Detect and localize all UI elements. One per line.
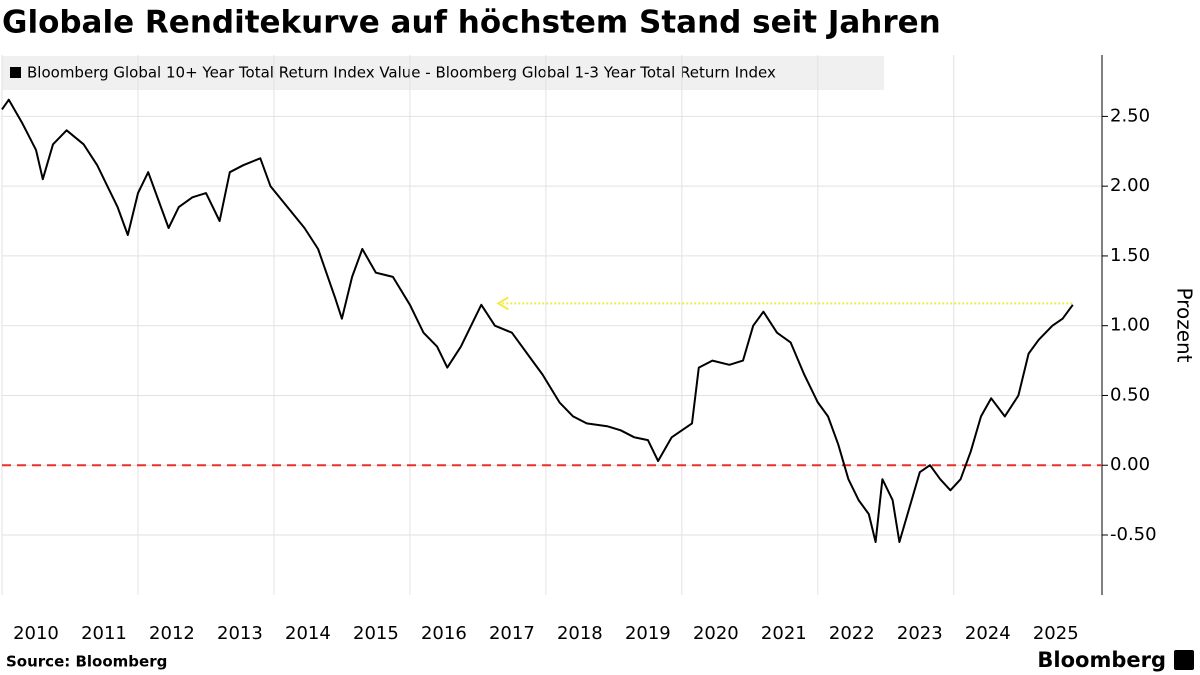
x-tick-label: 2023 xyxy=(897,623,943,644)
y-tick-label: 0.50 xyxy=(1110,384,1150,405)
x-tick-label: 2025 xyxy=(1033,623,1079,644)
y-axis-label: Prozent xyxy=(1173,287,1197,362)
x-tick-label: 2021 xyxy=(761,623,807,644)
y-tick-label: 2.50 xyxy=(1110,105,1150,126)
source: Source: Bloomberg xyxy=(6,653,167,671)
y-tick-label: 0.00 xyxy=(1110,454,1150,475)
y-tick-label: -0.50 xyxy=(1110,524,1157,545)
x-tick-label: 2011 xyxy=(81,623,127,644)
legend-label: Bloomberg Global 10+ Year Total Return I… xyxy=(27,64,776,82)
legend-swatch xyxy=(10,67,21,78)
x-tick-label: 2013 xyxy=(217,623,263,644)
x-tick-label: 2018 xyxy=(557,623,603,644)
x-tick-label: 2020 xyxy=(693,623,739,644)
x-tick-label: 2017 xyxy=(489,623,535,644)
x-tick-label: 2010 xyxy=(13,623,59,644)
x-tick-label: 2014 xyxy=(285,623,331,644)
y-tick-label: 2.00 xyxy=(1110,175,1150,196)
legend-box xyxy=(2,56,884,90)
x-tick-label: 2019 xyxy=(625,623,671,644)
arrow-head xyxy=(496,296,509,311)
y-tick-label: 1.50 xyxy=(1110,245,1150,266)
chart-title: Globale Renditekurve auf höchstem Stand … xyxy=(2,5,941,41)
brand: Bloomberg xyxy=(1037,648,1166,672)
x-tick-label: 2015 xyxy=(353,623,399,644)
x-tick-label: 2012 xyxy=(149,623,195,644)
y-tick-label: 1.00 xyxy=(1110,315,1150,336)
data-line xyxy=(1,98,1074,543)
x-tick-label: 2024 xyxy=(965,623,1011,644)
x-tick-label: 2022 xyxy=(829,623,875,644)
x-tick-label: 2016 xyxy=(421,623,467,644)
brand-icon xyxy=(1174,650,1194,670)
